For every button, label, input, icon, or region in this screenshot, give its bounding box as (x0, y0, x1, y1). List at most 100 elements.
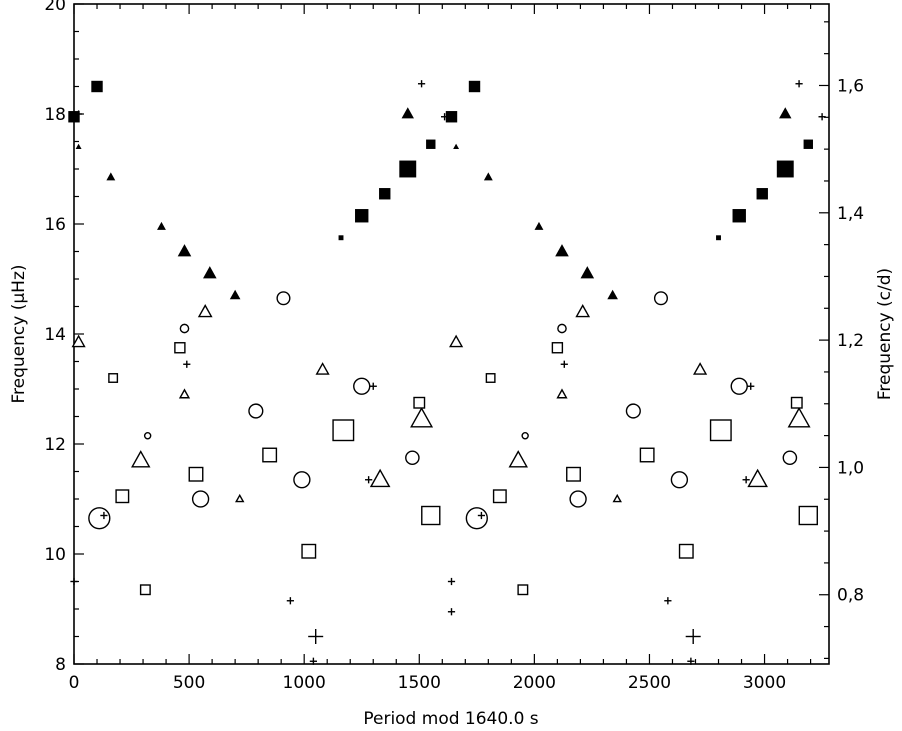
open-circle-marker (405, 450, 420, 466)
open-triangle-marker (410, 406, 434, 428)
open-triangle-marker (197, 304, 213, 318)
plus-marker (447, 608, 456, 616)
plus-marker (747, 382, 755, 390)
open-circle-marker (625, 403, 641, 419)
open-triangle-marker (369, 468, 391, 488)
plus-marker (309, 657, 317, 665)
plot-frame (73, 3, 830, 665)
open-triangle-marker (612, 493, 622, 503)
filled-triangle-marker (106, 172, 116, 181)
open-triangle-marker (556, 388, 568, 399)
y-tick-label: 8 (55, 655, 66, 675)
y-tick-label: 20 (44, 0, 66, 15)
open-square-marker (174, 342, 186, 354)
x-tick-label: 3000 (743, 673, 786, 693)
open-square-marker (301, 543, 317, 559)
filled-square-marker (68, 111, 80, 123)
plus-marker (100, 511, 108, 520)
plus-marker (440, 113, 449, 121)
open-square-marker (566, 466, 581, 482)
open-square-marker (115, 489, 130, 504)
y-tick-label: 16 (44, 215, 66, 235)
open-circle-marker (143, 432, 152, 440)
filled-square-marker (379, 188, 391, 200)
filled-square-marker (91, 80, 103, 93)
y2-tick-label: 1,6 (837, 76, 864, 96)
plus-marker (70, 577, 78, 586)
filled-triangle-marker (607, 289, 618, 300)
plus-marker (447, 577, 456, 586)
x-tick-label: 500 (173, 673, 205, 693)
filled-square-marker (776, 160, 794, 178)
plus-marker (742, 476, 750, 484)
filled-triangle-marker (453, 143, 460, 150)
filled-square-marker (426, 139, 436, 149)
filled-triangle-marker (483, 172, 493, 181)
filled-triangle-marker (229, 289, 241, 300)
plus-marker (687, 657, 695, 665)
open-square-marker (639, 447, 655, 463)
open-circle-marker (557, 323, 567, 334)
y2-axis-title: Frequency (c/d) (875, 268, 895, 400)
open-square-marker (413, 396, 426, 409)
filled-triangle-marker (177, 244, 192, 257)
y-tick-label: 12 (44, 435, 66, 455)
plus-marker (795, 80, 803, 88)
y2-tick-label: 0,8 (837, 586, 864, 606)
plus-marker (685, 629, 701, 644)
plus-marker (365, 476, 373, 484)
filled-triangle-marker (779, 107, 792, 119)
plus-marker (286, 597, 294, 605)
y-axis-title: Frequency (μHz) (9, 264, 29, 403)
open-triangle-marker (575, 304, 591, 318)
open-triangle-marker (449, 334, 464, 348)
x-tick-label: 2000 (513, 673, 556, 693)
filled-square-marker (468, 80, 481, 93)
plus-marker (477, 511, 486, 520)
open-circle-marker (88, 507, 111, 530)
y2-tick-label: 1,4 (837, 204, 864, 224)
open-square-marker (108, 373, 119, 383)
open-square-marker (678, 543, 694, 559)
open-square-marker (790, 396, 803, 409)
open-circle-marker (521, 432, 529, 440)
open-square-marker (517, 584, 529, 596)
open-triangle-marker (787, 406, 811, 428)
filled-triangle-marker (580, 266, 595, 279)
plus-marker (560, 360, 568, 368)
open-triangle-marker (693, 362, 708, 375)
plus-marker (369, 382, 377, 390)
filled-square-marker (716, 235, 721, 241)
axis-ticks (73, 3, 829, 665)
open-circle-marker (191, 490, 210, 508)
filled-square-marker (803, 139, 813, 149)
plus-marker (75, 110, 83, 118)
plus-marker (308, 629, 324, 644)
open-square-marker (551, 342, 564, 354)
plus-marker (818, 113, 826, 121)
filled-square-marker (355, 209, 369, 223)
open-circle-marker (465, 507, 488, 530)
open-square-marker (485, 373, 496, 383)
open-triangle-marker (235, 493, 245, 503)
open-circle-marker (353, 377, 371, 395)
open-square-marker (421, 505, 441, 526)
axis-tick-labels: 0 500 1000 1500 2000 2500 3000 8 10 12 14 16 18 20 0,8… (44, 0, 864, 693)
filled-square-marker (399, 160, 417, 178)
open-triangle-marker (508, 450, 528, 468)
open-circle-marker (293, 471, 311, 489)
plus-marker (417, 80, 426, 88)
filled-triangle-marker (75, 143, 82, 150)
open-circle-marker (782, 450, 798, 466)
filled-triangle-marker (555, 244, 569, 257)
open-circle-marker (670, 471, 689, 489)
filled-square-marker (338, 235, 344, 241)
filled-triangle-marker (534, 221, 544, 230)
open-triangle-marker (71, 334, 86, 348)
open-square-marker (188, 466, 204, 482)
open-square-marker (492, 489, 507, 504)
y-tick-label: 10 (44, 545, 66, 565)
filled-triangle-marker (203, 266, 217, 279)
filled-triangle-marker (401, 107, 414, 119)
